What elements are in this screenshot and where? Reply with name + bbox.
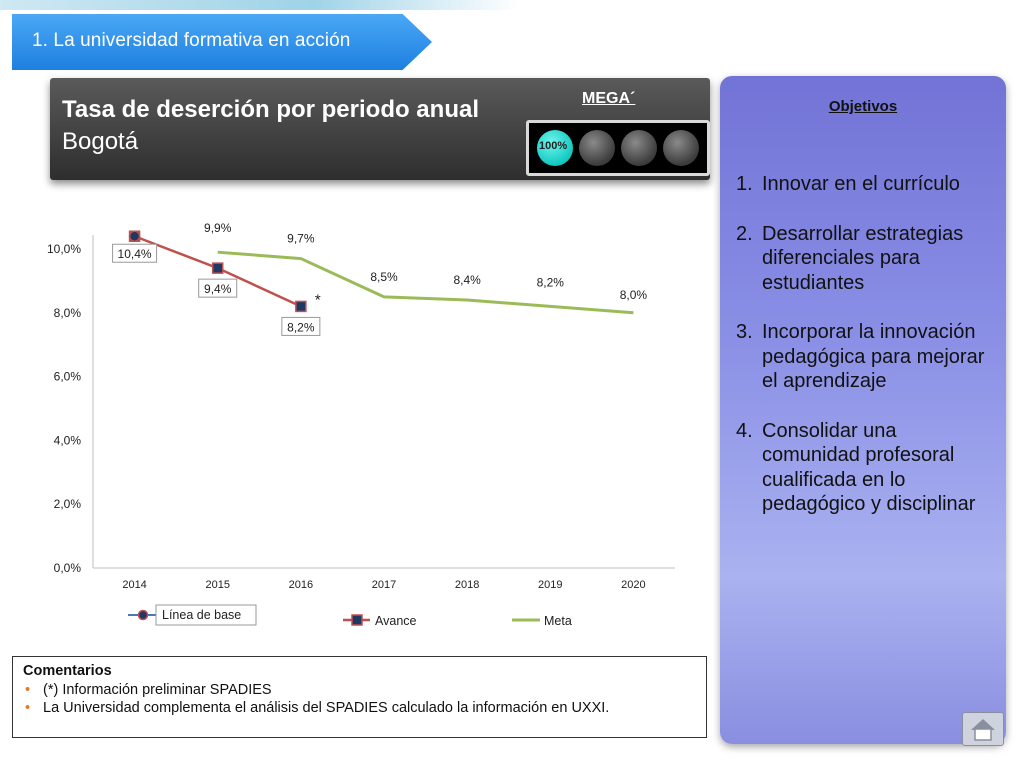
indicator-light-3 bbox=[621, 130, 657, 166]
meta-data-label: 8,2% bbox=[537, 275, 565, 289]
objective-number: 2. bbox=[736, 222, 753, 245]
indicator-percent: 100% bbox=[539, 140, 568, 152]
traffic-light-indicator: 100% bbox=[526, 120, 710, 176]
home-button[interactable] bbox=[962, 712, 1004, 746]
mega-label: MEGA´ bbox=[582, 90, 636, 107]
page-title: Tasa de deserción por periodo anual bbox=[62, 96, 479, 123]
objective-item: 2. Desarrollar estrategias diferenciales … bbox=[736, 222, 998, 296]
home-icon bbox=[971, 719, 995, 741]
y-tick-label: 6,0% bbox=[54, 370, 82, 384]
x-tick-label: 2014 bbox=[122, 579, 146, 591]
avance-label-box bbox=[198, 278, 238, 298]
legend-avance-label: Avance bbox=[375, 614, 417, 628]
x-tick-label: 2016 bbox=[289, 579, 313, 591]
baseline-data-point bbox=[128, 230, 141, 242]
objective-text: Consolidar una comunidad profesoral cual… bbox=[762, 419, 976, 516]
section-banner: 1. La universidad formativa en acción bbox=[12, 14, 432, 70]
section-label: 1. La universidad formativa en acción bbox=[32, 30, 351, 51]
objective-number: 1. bbox=[736, 173, 753, 195]
objective-text: Incorporar la innovación pedagógica para… bbox=[762, 321, 985, 392]
objectives-list: 1. Innovar en el currículo 2. Desarrollar … bbox=[736, 172, 998, 542]
comments-title: Comentarios bbox=[23, 663, 112, 679]
x-tick-label: 2020 bbox=[621, 579, 645, 591]
x-tick-label: 2018 bbox=[455, 579, 479, 591]
comment-text: La Universidad complementa el análisis d… bbox=[43, 699, 610, 716]
meta-data-label: 9,9% bbox=[204, 221, 232, 235]
objectives-panel: Objetivos 1. Innovar en el currículo 2. De… bbox=[720, 76, 1006, 744]
comment-text: (*) Información preliminar SPADIES bbox=[43, 682, 272, 698]
indicator-light-2 bbox=[579, 130, 615, 166]
x-tick-label: 2015 bbox=[205, 579, 229, 591]
objective-item: 1. Innovar en el currículo bbox=[736, 172, 998, 197]
bullet-icon: • bbox=[25, 699, 31, 716]
y-tick-label: 10,0% bbox=[47, 242, 81, 256]
top-decoration bbox=[0, 0, 520, 10]
indicator-light-1: 100% bbox=[537, 130, 573, 166]
meta-data-label: 8,5% bbox=[370, 270, 398, 284]
comment-item: • La Universidad complementa el análisis … bbox=[23, 700, 693, 718]
avance-data-point bbox=[211, 262, 224, 274]
objective-item: 3. Incorporar la innovación pedagógica pa… bbox=[736, 320, 998, 394]
x-tick-label: 2017 bbox=[372, 579, 396, 591]
legend-baseline-marker bbox=[137, 609, 149, 621]
comments-box: Comentarios • (*) Información preliminar … bbox=[12, 656, 707, 738]
comments-list: • (*) Información preliminar SPADIES • La … bbox=[23, 682, 693, 717]
y-tick-label: 8,0% bbox=[54, 306, 82, 320]
y-tick-label: 2,0% bbox=[54, 497, 82, 511]
meta-data-label: 8,4% bbox=[453, 273, 481, 287]
objective-text: Innovar en el currículo bbox=[762, 173, 960, 195]
legend-baseline-box bbox=[155, 604, 257, 626]
meta-data-label: 9,7% bbox=[287, 232, 315, 246]
page-subtitle: Bogotá bbox=[62, 128, 139, 155]
avance-data-point bbox=[295, 300, 307, 313]
objective-number: 4. bbox=[736, 419, 753, 442]
desercion-line-chart: 0,0% 2,0% 4,0% 6,0% 8,0% 10,0% 2014 2015 2016 201… bbox=[47, 221, 675, 628]
avance-data-label: 9,4% bbox=[204, 282, 232, 296]
y-tick-label: 0,0% bbox=[54, 561, 82, 575]
avance-data-label: 8,2% bbox=[287, 320, 315, 334]
objective-text: Desarrollar estrategias diferenciales pa… bbox=[762, 222, 964, 294]
indicator-light-4 bbox=[663, 130, 699, 166]
baseline-label-box bbox=[112, 243, 158, 263]
objectives-title: Objetivos bbox=[828, 98, 898, 115]
objective-item: 4. Consolidar una comunidad profesoral cu… bbox=[736, 419, 998, 517]
avance-label-box bbox=[281, 316, 321, 336]
bullet-icon: • bbox=[25, 682, 31, 698]
legend-avance-marker bbox=[351, 614, 363, 626]
y-tick-label: 4,0% bbox=[54, 433, 82, 447]
x-tick-label: 2019 bbox=[538, 579, 562, 591]
meta-series-line bbox=[217, 250, 634, 315]
meta-data-label: 8,0% bbox=[620, 288, 648, 302]
baseline-data-label: 10,4% bbox=[118, 247, 152, 261]
objective-number: 3. bbox=[736, 321, 753, 343]
comment-item: • (*) Información preliminar SPADIES bbox=[23, 682, 693, 700]
legend-meta-label: Meta bbox=[544, 614, 572, 628]
preliminary-annotation: * bbox=[315, 291, 321, 308]
legend-baseline-label: Línea de base bbox=[162, 608, 241, 622]
title-panel: Tasa de deserción por periodo anual Bogo… bbox=[50, 78, 710, 180]
